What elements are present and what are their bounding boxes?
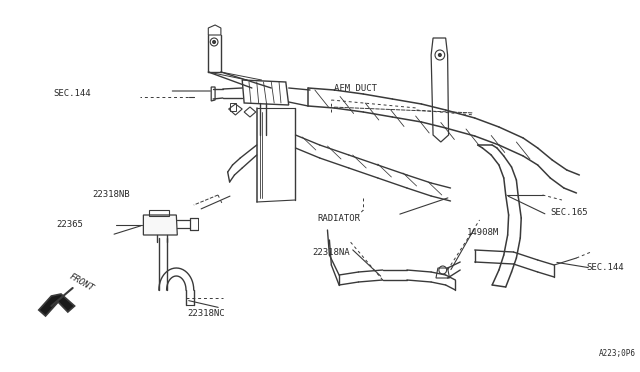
Text: 22318NC: 22318NC xyxy=(187,308,225,317)
Text: 22318NB: 22318NB xyxy=(92,189,130,199)
Circle shape xyxy=(438,54,442,57)
Circle shape xyxy=(212,41,216,44)
Text: RADIATOR: RADIATOR xyxy=(318,214,361,222)
Polygon shape xyxy=(143,215,177,235)
Text: FRONT: FRONT xyxy=(68,272,95,294)
Text: SEC.144: SEC.144 xyxy=(53,89,91,97)
Text: 22318NA: 22318NA xyxy=(312,247,349,257)
Text: SEC.165: SEC.165 xyxy=(550,208,588,217)
Text: 22365: 22365 xyxy=(56,219,83,228)
Text: 14908M: 14908M xyxy=(467,228,499,237)
Text: A223;0P6: A223;0P6 xyxy=(599,349,636,358)
Text: AFM DUCT: AFM DUCT xyxy=(334,83,377,93)
Polygon shape xyxy=(39,294,75,316)
Text: SEC.144: SEC.144 xyxy=(586,263,624,273)
